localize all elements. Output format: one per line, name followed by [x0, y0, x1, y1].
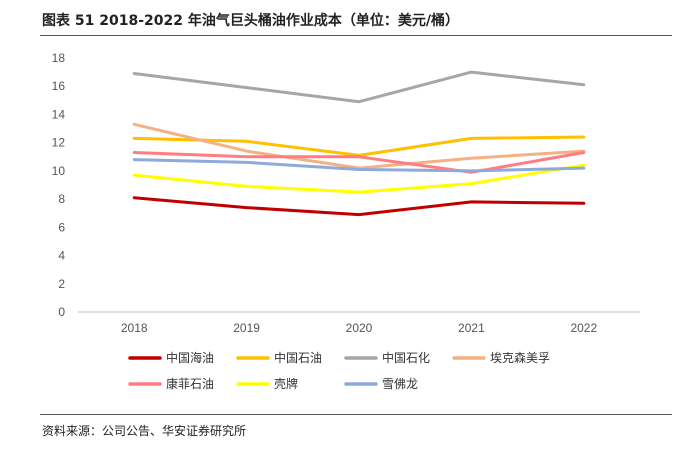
x-tick-label: 2022 [570, 321, 597, 335]
x-tick-label: 2018 [121, 321, 148, 335]
line-chart: 0 2 4 6 8 10 12 14 16 18 2018 2019 2020 2021 2022 中国海… [52, 51, 640, 391]
y-tick-label: 0 [58, 305, 65, 319]
legend-label: 康菲石油 [166, 376, 214, 391]
y-tick-label: 18 [52, 51, 66, 65]
y-tick-label: 14 [52, 107, 66, 121]
series-line-7 [132, 158, 586, 173]
series-line-3 [132, 70, 586, 104]
y-axis-ticks: 0 2 4 6 8 10 12 14 16 18 [52, 51, 66, 319]
y-tick-label: 2 [58, 277, 65, 291]
legend-label: 壳牌 [274, 377, 298, 391]
legend-label: 中国海油 [166, 350, 214, 365]
x-tick-label: 2019 [233, 321, 260, 335]
y-tick-label: 16 [52, 79, 66, 93]
series-line-5 [132, 151, 586, 174]
legend-label: 雪佛龙 [382, 377, 418, 391]
source-note: 资料来源：公司公告、华安证券研究所 [42, 424, 247, 438]
title-divider [40, 35, 672, 36]
series-line-6 [132, 163, 586, 194]
series-line-1 [132, 196, 586, 217]
y-tick-label: 4 [58, 249, 65, 263]
legend-label: 中国石油 [274, 350, 322, 365]
x-tick-label: 2021 [458, 321, 485, 335]
y-tick-label: 6 [58, 220, 65, 234]
y-tick-label: 8 [58, 192, 65, 206]
y-tick-label: 12 [52, 136, 66, 150]
series-lines [132, 70, 586, 217]
legend-label: 中国石化 [382, 350, 430, 365]
y-tick-label: 10 [52, 164, 66, 178]
x-axis-ticks: 2018 2019 2020 2021 2022 [121, 321, 598, 335]
x-tick-label: 2020 [346, 321, 373, 335]
source-divider [40, 414, 672, 415]
chart-title: 图表 51 2018-2022 年油气巨头桶油作业成本（单位：美元/桶） [42, 13, 459, 29]
legend-label: 埃克森美孚 [490, 350, 550, 365]
